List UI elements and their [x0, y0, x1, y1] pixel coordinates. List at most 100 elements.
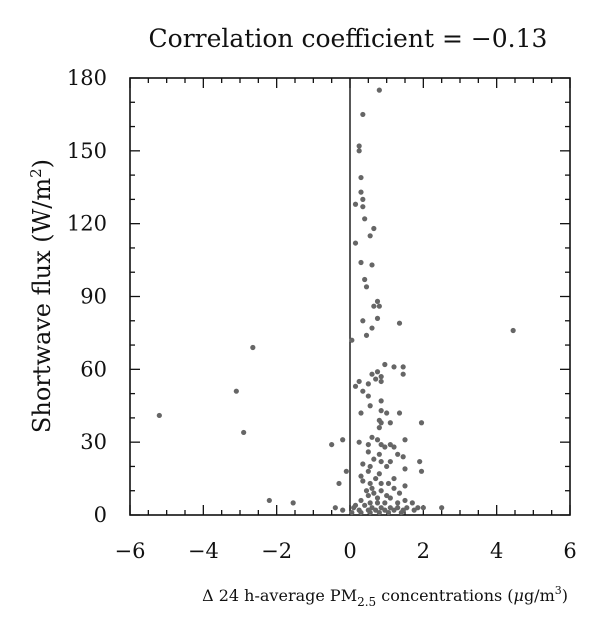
data-point [360, 388, 366, 394]
data-point [332, 505, 338, 511]
data-point [365, 381, 371, 387]
data-point [351, 505, 357, 511]
data-point [367, 500, 373, 506]
data-point [396, 320, 403, 326]
data-point [376, 451, 382, 457]
data-point [411, 507, 417, 513]
y-tick-label: 180 [67, 66, 107, 90]
data-point [382, 444, 388, 450]
data-point [358, 410, 364, 416]
data-point [156, 412, 162, 419]
axis-ticks [129, 77, 571, 516]
data-point [365, 492, 371, 499]
data-point [365, 393, 371, 399]
data-point [418, 468, 425, 474]
data-point [378, 480, 384, 487]
data-point [404, 505, 410, 511]
data-point [396, 490, 403, 496]
data-point [382, 361, 388, 368]
data-point [369, 485, 375, 491]
data-point [371, 303, 377, 309]
data-point [396, 410, 403, 416]
data-point [290, 500, 296, 506]
y-tick-label: 90 [80, 285, 107, 309]
data-point [360, 461, 366, 467]
data-point [365, 441, 371, 448]
data-point [376, 509, 382, 516]
data-point [369, 505, 375, 511]
data-point [420, 505, 426, 511]
data-point [358, 473, 364, 479]
data-point [378, 488, 384, 494]
data-point [385, 509, 392, 516]
data-point [363, 488, 370, 494]
data-point [395, 505, 401, 511]
data-point [409, 500, 415, 506]
data-point [378, 374, 384, 380]
data-point [395, 451, 401, 457]
x-tick-labels: −6 −4 −2 0 2 4 6 [115, 539, 577, 563]
data-point [367, 403, 373, 409]
chart-title: Correlation coefficient = −0.13 [149, 24, 548, 53]
data-point [360, 196, 366, 202]
data-point [360, 478, 366, 484]
x-axis-label: Δ 24 h-average PM2.5 concentrations (μg/… [202, 584, 568, 609]
y-tick-label: 120 [67, 212, 107, 236]
data-point [378, 398, 384, 404]
data-point [336, 480, 342, 487]
data-point [374, 298, 381, 304]
x-tick-label: −2 [261, 539, 292, 563]
data-point [349, 337, 355, 343]
data-point [400, 364, 406, 370]
data-point [373, 376, 379, 382]
data-point [382, 500, 388, 506]
data-point [378, 505, 384, 511]
data-point [349, 509, 355, 516]
x-tick-label: 0 [343, 539, 356, 563]
data-point [340, 507, 346, 513]
data-point [360, 111, 366, 118]
data-point [352, 383, 359, 389]
data-point [367, 509, 373, 516]
data-point [402, 497, 408, 504]
x-tick-label: 4 [490, 539, 503, 563]
data-point [369, 262, 375, 268]
data-point [343, 468, 349, 474]
data-point [362, 276, 368, 283]
data-point [365, 468, 371, 474]
data-point [250, 344, 256, 351]
data-point [376, 425, 382, 431]
data-point [387, 441, 393, 448]
data-point [374, 495, 381, 501]
data-point [358, 174, 364, 181]
data-point [400, 371, 406, 377]
data-point [391, 475, 397, 482]
data-point [367, 480, 373, 487]
data-point [367, 463, 373, 470]
x-tick-label: 6 [563, 539, 576, 563]
data-point [369, 434, 375, 440]
x-tick-label: 2 [417, 539, 430, 563]
y-tick-label: 0 [94, 503, 107, 527]
data-point [376, 87, 382, 93]
data-point [402, 483, 408, 489]
data-point [358, 259, 364, 266]
data-point [391, 507, 397, 513]
y-tick-label: 30 [80, 430, 107, 454]
data-point [363, 284, 370, 290]
data-point [384, 492, 390, 499]
data-point [362, 216, 368, 222]
y-tick-label: 60 [80, 357, 107, 381]
data-point [340, 437, 346, 443]
data-point [371, 490, 377, 496]
data-point [374, 437, 381, 443]
x-tick-label: −4 [188, 539, 219, 563]
y-axis-label: Shortwave flux (W/m2) [27, 159, 56, 433]
data-point [382, 507, 388, 513]
y-tick-labels: 0 30 60 90 120 150 180 [67, 66, 107, 527]
data-point [402, 466, 408, 472]
data-point [384, 410, 390, 416]
scatter-points [156, 87, 516, 516]
data-point [415, 505, 421, 511]
data-point [356, 439, 362, 445]
